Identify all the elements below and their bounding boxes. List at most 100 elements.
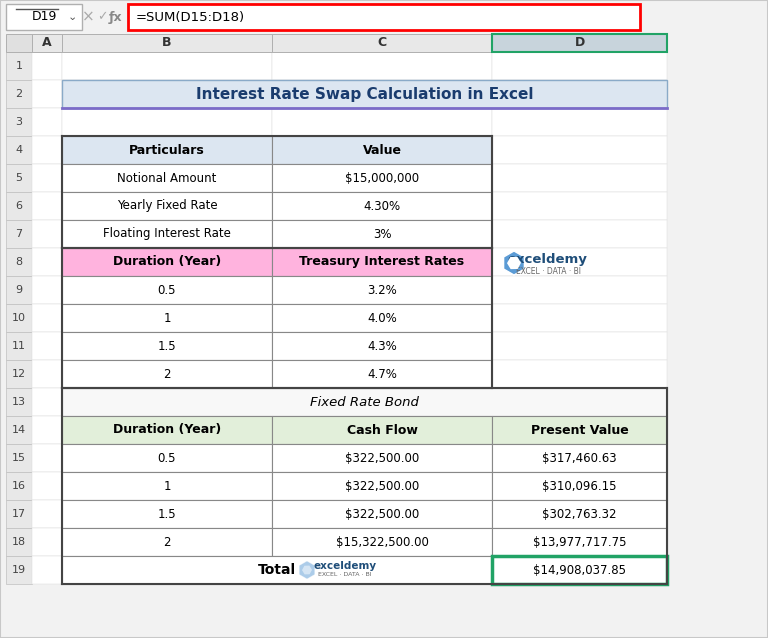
Bar <box>272 304 492 332</box>
Bar <box>272 136 492 164</box>
Text: exceldemy: exceldemy <box>507 253 587 265</box>
Bar <box>32 192 62 220</box>
Bar <box>272 192 492 220</box>
Bar <box>32 360 62 388</box>
Bar <box>492 248 667 276</box>
Bar <box>32 220 62 248</box>
Bar <box>32 500 62 528</box>
Bar <box>6 164 32 192</box>
Text: $14,908,037.85: $14,908,037.85 <box>533 563 626 577</box>
Bar <box>32 556 62 584</box>
Bar <box>6 80 32 108</box>
Bar <box>492 360 667 388</box>
Bar <box>492 108 667 136</box>
Bar <box>6 472 32 500</box>
Bar <box>32 248 62 276</box>
Bar <box>62 388 667 416</box>
Text: 4: 4 <box>15 145 22 155</box>
Bar <box>6 248 32 276</box>
Bar <box>6 136 32 164</box>
Text: $322,500.00: $322,500.00 <box>345 452 419 464</box>
Text: $302,763.32: $302,763.32 <box>542 507 617 521</box>
Bar <box>272 472 492 500</box>
Bar <box>272 52 492 80</box>
Text: Yearly Fixed Rate: Yearly Fixed Rate <box>117 200 217 212</box>
Bar <box>32 332 62 360</box>
Bar <box>62 472 272 500</box>
Bar <box>62 360 272 388</box>
Text: Interest Rate Swap Calculation in Excel: Interest Rate Swap Calculation in Excel <box>196 87 533 101</box>
Bar <box>492 472 667 500</box>
Text: ƒx: ƒx <box>109 10 123 24</box>
Bar <box>6 388 32 416</box>
Bar <box>272 164 492 192</box>
Bar <box>272 332 492 360</box>
Bar <box>62 528 272 556</box>
Bar <box>492 528 667 556</box>
Text: 3%: 3% <box>372 228 391 241</box>
Bar <box>272 332 492 360</box>
Bar <box>492 500 667 528</box>
Bar <box>492 136 667 164</box>
Bar <box>62 332 272 360</box>
Text: 4.0%: 4.0% <box>367 311 397 325</box>
Bar <box>492 416 667 444</box>
Text: 6: 6 <box>15 201 22 211</box>
Bar <box>272 388 492 416</box>
Bar <box>272 500 492 528</box>
Bar <box>6 52 32 80</box>
Bar <box>272 360 492 388</box>
Bar <box>492 304 667 332</box>
Bar <box>62 164 272 192</box>
Text: $13,977,717.75: $13,977,717.75 <box>533 535 626 549</box>
Bar <box>492 220 667 248</box>
Text: Value: Value <box>362 144 402 156</box>
Text: 1: 1 <box>164 311 170 325</box>
Text: 5: 5 <box>15 173 22 183</box>
Bar <box>32 52 62 80</box>
Text: Notional Amount: Notional Amount <box>118 172 217 184</box>
Bar <box>492 388 667 416</box>
Bar <box>272 528 492 556</box>
Text: Duration (Year): Duration (Year) <box>113 255 221 269</box>
Text: 18: 18 <box>12 537 26 547</box>
Text: $15,000,000: $15,000,000 <box>345 172 419 184</box>
Bar <box>62 528 272 556</box>
Text: ×: × <box>81 10 94 24</box>
Bar <box>62 108 272 136</box>
Text: EXCEL · DATA · BI: EXCEL · DATA · BI <box>515 267 581 276</box>
Text: 1: 1 <box>164 480 170 493</box>
Bar <box>492 444 667 472</box>
Bar <box>62 136 272 164</box>
Bar <box>32 34 62 52</box>
Bar <box>272 500 492 528</box>
Bar <box>272 444 492 472</box>
Bar <box>32 164 62 192</box>
Text: D: D <box>574 36 584 50</box>
Bar <box>272 80 492 108</box>
Text: 1.5: 1.5 <box>157 339 177 353</box>
Text: Particulars: Particulars <box>129 144 205 156</box>
Bar <box>6 220 32 248</box>
Bar <box>62 248 272 276</box>
Text: 13: 13 <box>12 397 26 407</box>
Bar <box>62 500 272 528</box>
Bar <box>272 276 492 304</box>
Bar <box>62 276 272 304</box>
Text: 4.30%: 4.30% <box>363 200 401 212</box>
Text: D19: D19 <box>31 10 57 24</box>
Bar <box>6 192 32 220</box>
Text: Floating Interest Rate: Floating Interest Rate <box>103 228 231 241</box>
Bar <box>272 248 492 276</box>
Bar <box>6 556 32 584</box>
Bar <box>492 164 667 192</box>
Bar <box>62 472 272 500</box>
Text: ✓: ✓ <box>97 10 108 24</box>
Bar <box>62 220 272 248</box>
Text: 0.5: 0.5 <box>157 452 176 464</box>
Text: 1.5: 1.5 <box>157 507 177 521</box>
Text: Present Value: Present Value <box>531 424 628 436</box>
Bar <box>6 332 32 360</box>
Bar <box>62 500 272 528</box>
Text: 1: 1 <box>15 61 22 71</box>
